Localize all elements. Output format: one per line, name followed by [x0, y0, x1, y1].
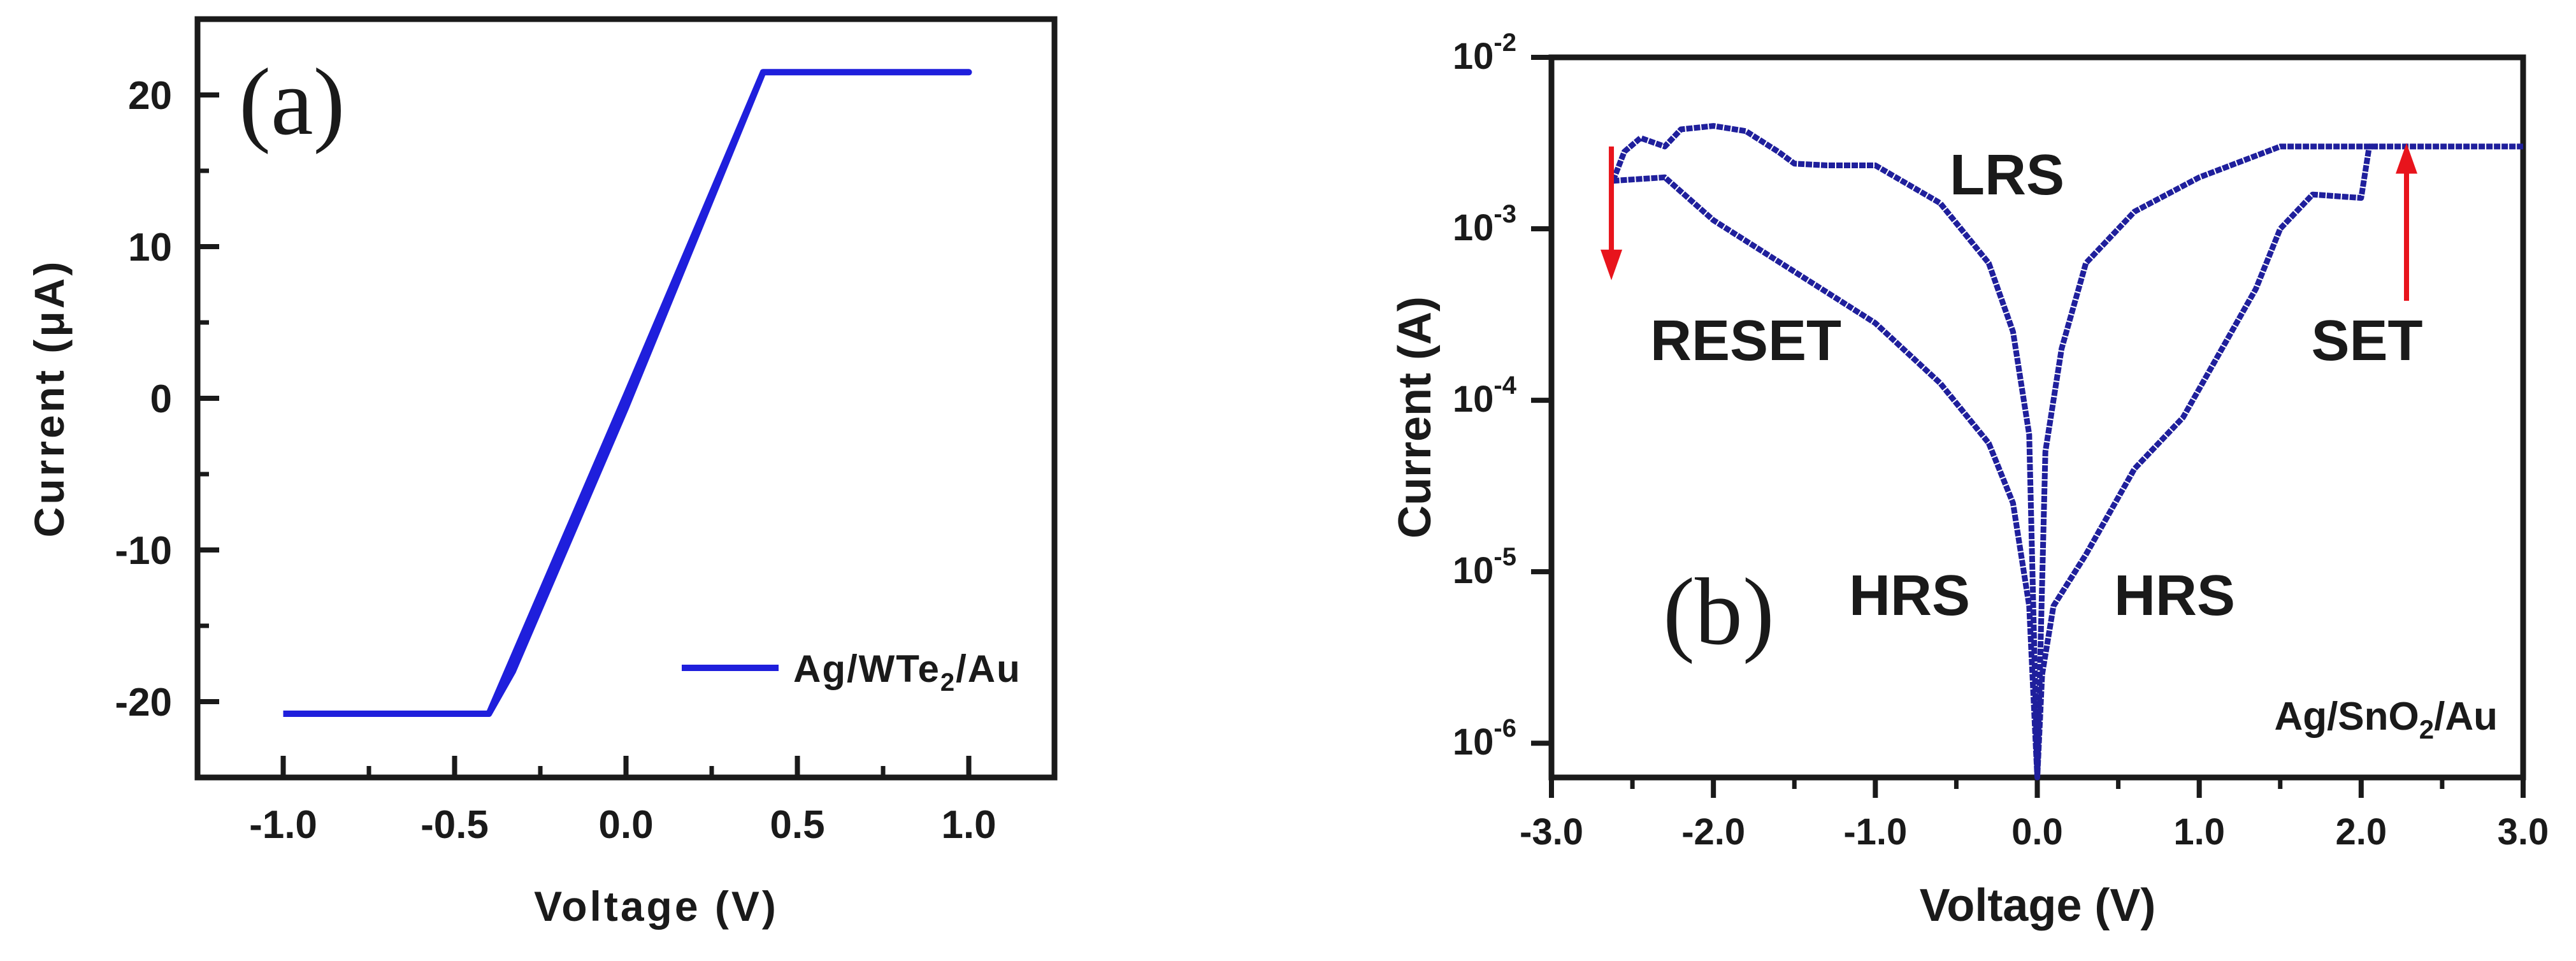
panel-b-annot-hrs-left: HRS: [1849, 564, 1970, 628]
panel-a-xlabel: Voltage (V): [534, 883, 779, 930]
panel-b-y-tick-label: 10-4: [1453, 372, 1517, 420]
panel-a: (a) -1.0 -0.5 0.0 0.5 1.0 -20 -10 0 10 20 Voltag…: [25, 16, 1058, 930]
panel-b-y-tick-label: 10-5: [1453, 543, 1516, 591]
panel-b-x-tick-label: -1.0: [1843, 811, 1907, 853]
panel-a-x-tick-label: 0.5: [770, 803, 824, 847]
panel-b-x-tick-label: -3.0: [1520, 811, 1583, 853]
panel-a-x-tick-label: 1.0: [941, 803, 996, 847]
panel-b-y-tick-label: 10-6: [1453, 714, 1516, 763]
panel-b-x-tick-label: -2.0: [1681, 811, 1745, 853]
panel-a-y-ticks: -20 -10 0 10 20: [115, 17, 219, 725]
panel-b-arrow-set-head: [2396, 143, 2417, 174]
panel-b-annot-reset: RESET: [1650, 309, 1841, 373]
panel-b-x-tick-label: 2.0: [2336, 811, 2387, 853]
panel-a-x-tick-label: -0.5: [421, 803, 489, 847]
panel-a-letter: (a): [239, 49, 345, 155]
panel-b-annot-set: SET: [2311, 309, 2422, 373]
panel-b-x-ticks: -3.0 -2.0 -1.0 0.0 1.0 2.0 3.0: [1520, 777, 2549, 853]
panel-b-x-tick-label: 0.0: [2011, 811, 2063, 853]
panel-b-y-ticks: 10-6 10-5 10-4 10-3 10-2: [1453, 29, 1551, 763]
panel-b-x-tick-label: 1.0: [2173, 811, 2225, 853]
panel-a-ylabel: Current (μA): [25, 259, 73, 538]
panel-a-legend-label: Ag/WTe2/Au: [793, 647, 1021, 697]
panel-a-y-tick-label: -10: [115, 529, 172, 573]
panel-b-sample-label: Ag/SnO2/Au: [2274, 695, 2498, 744]
panel-a-y-tick-label: 0: [150, 377, 172, 421]
panel-b: -3.0 -2.0 -1.0 0.0 1.0 2.0 3.0 10-610-510-410-…: [1390, 29, 2549, 931]
panel-b-arrow-reset-head: [1601, 249, 1623, 280]
panel-b-series-hrs: [1613, 143, 2378, 781]
panel-a-x-ticks: -1.0 -0.5 0.0 0.5 1.0: [249, 756, 997, 847]
panel-a-legend: Ag/WTe2/Au: [682, 647, 1021, 697]
panel-b-y-tick-label: 10-3: [1453, 200, 1516, 249]
panel-b-annot-hrs-right: HRS: [2114, 564, 2235, 628]
panel-b-y-tick-label: 10-2: [1453, 29, 1516, 77]
panel-a-y-tick-label: 10: [128, 226, 172, 270]
panel-b-ylabel: Current (A): [1390, 296, 1441, 538]
panel-a-x-tick-label: 0.0: [598, 803, 653, 847]
panel-b-arrows: [1601, 143, 2417, 301]
panel-b-letter: (b): [1663, 559, 1774, 665]
panel-a-y-tick-label: 20: [128, 74, 172, 118]
panel-b-series-lrs: [1610, 123, 2523, 781]
panel-b-annot-lrs: LRS: [1950, 143, 2064, 207]
panel-a-series-line: [283, 69, 972, 717]
panel-a-y-tick-label: -20: [115, 681, 172, 725]
panel-b-xlabel: Voltage (V): [1920, 880, 2156, 931]
panel-a-x-tick-label: -1.0: [249, 803, 317, 847]
panel-b-x-tick-label: 3.0: [2498, 811, 2549, 853]
